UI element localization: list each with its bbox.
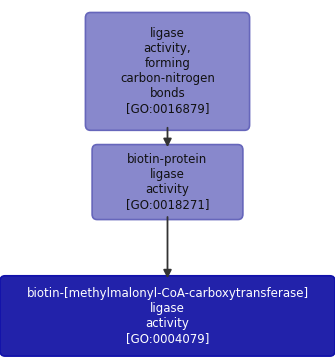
FancyBboxPatch shape bbox=[0, 276, 335, 356]
FancyBboxPatch shape bbox=[92, 145, 243, 220]
Text: ligase
activity,
forming
carbon-nitrogen
bonds
[GO:0016879]: ligase activity, forming carbon-nitrogen… bbox=[120, 27, 215, 115]
FancyBboxPatch shape bbox=[85, 12, 250, 130]
Text: biotin-[methylmalonyl-CoA-carboxytransferase]
ligase
activity
[GO:0004079]: biotin-[methylmalonyl-CoA-carboxytransfe… bbox=[26, 287, 309, 345]
Text: biotin-protein
ligase
activity
[GO:0018271]: biotin-protein ligase activity [GO:00182… bbox=[126, 153, 209, 211]
